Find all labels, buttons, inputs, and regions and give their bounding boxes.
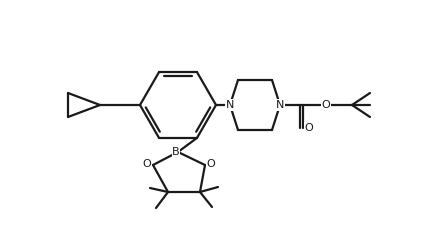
Text: O: O [207,159,215,169]
Text: O: O [143,159,151,169]
Text: N: N [276,100,284,110]
Text: B: B [172,147,180,157]
Text: O: O [305,123,314,133]
Text: O: O [322,100,330,110]
Text: N: N [226,100,234,110]
